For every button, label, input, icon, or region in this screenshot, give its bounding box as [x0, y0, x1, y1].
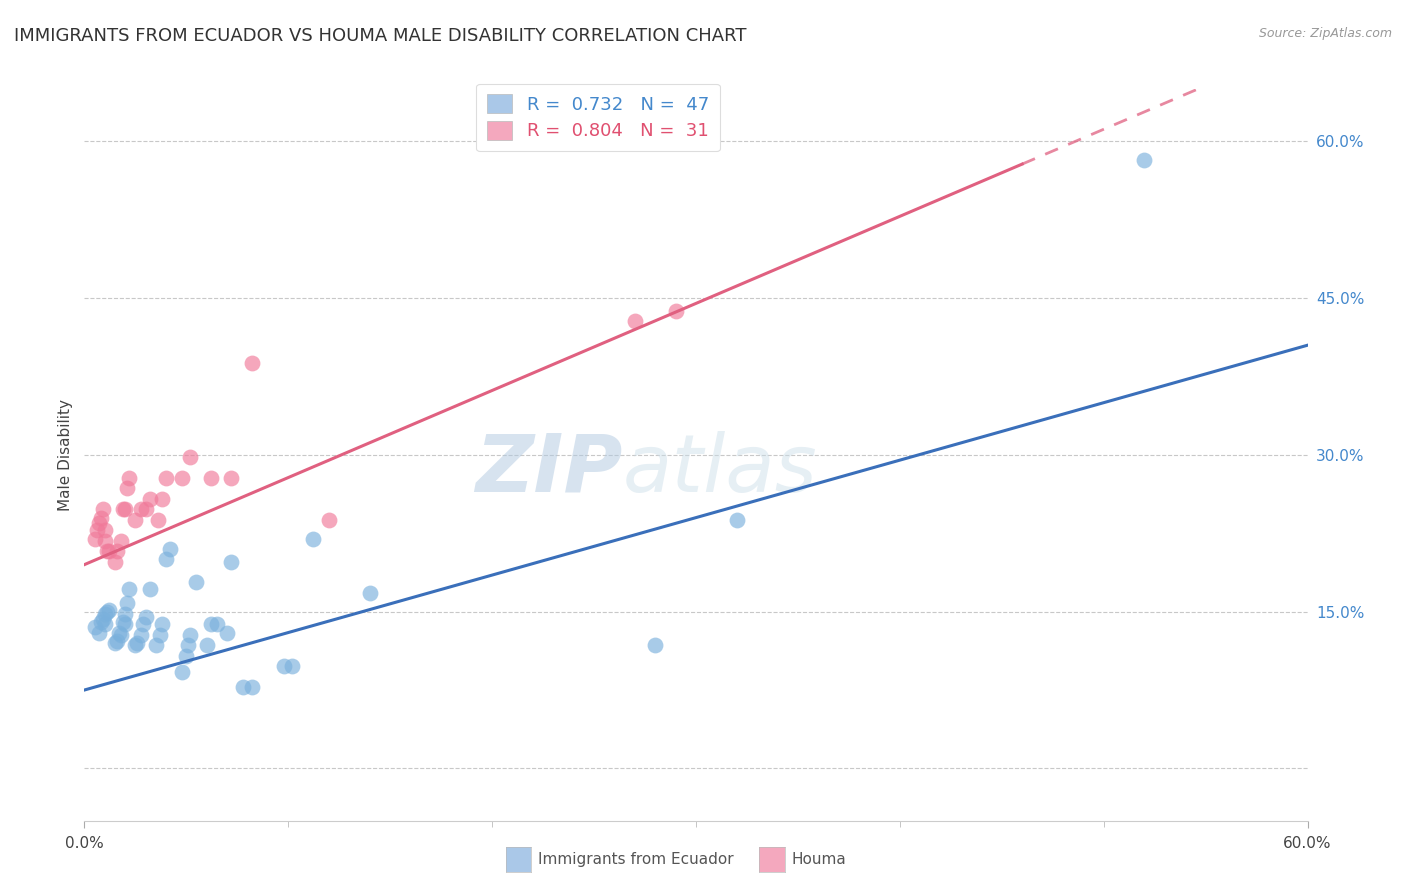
- Point: [159, 541, 181, 556]
- Point: [131, 627, 153, 641]
- Point: [127, 636, 149, 650]
- Point: [240, 356, 263, 370]
- Point: [172, 471, 194, 485]
- Point: [145, 638, 167, 652]
- Point: [115, 481, 138, 495]
- Text: ZIP: ZIP: [475, 431, 623, 508]
- Point: [132, 617, 155, 632]
- Point: [232, 680, 254, 694]
- Y-axis label: Male Disability: Male Disability: [58, 399, 73, 511]
- Point: [118, 582, 141, 596]
- Point: [124, 513, 146, 527]
- Point: [301, 532, 323, 546]
- Text: Immigrants from Ecuador: Immigrants from Ecuador: [538, 853, 734, 867]
- Point: [174, 648, 197, 663]
- Point: [112, 615, 135, 629]
- Point: [240, 680, 263, 694]
- Point: [205, 617, 228, 632]
- Point: [114, 617, 136, 632]
- Point: [150, 491, 173, 506]
- Point: [114, 607, 136, 621]
- Point: [155, 471, 177, 485]
- Text: Source: ZipAtlas.com: Source: ZipAtlas.com: [1258, 27, 1392, 40]
- Point: [200, 471, 222, 485]
- Point: [149, 627, 172, 641]
- Point: [93, 607, 115, 621]
- Point: [665, 303, 688, 318]
- Point: [97, 602, 120, 616]
- Point: [93, 533, 115, 548]
- Point: [110, 533, 132, 548]
- Point: [135, 610, 157, 624]
- Point: [96, 605, 118, 619]
- Point: [186, 575, 208, 590]
- Point: [124, 638, 146, 652]
- Point: [91, 612, 114, 626]
- Point: [195, 638, 218, 652]
- Text: atlas: atlas: [623, 431, 817, 508]
- Point: [725, 513, 748, 527]
- Point: [110, 627, 132, 641]
- Point: [217, 625, 239, 640]
- Point: [624, 314, 647, 328]
- Point: [273, 659, 295, 673]
- Point: [172, 665, 194, 680]
- Point: [114, 502, 136, 516]
- Point: [644, 638, 666, 652]
- Point: [146, 513, 169, 527]
- Point: [179, 450, 201, 464]
- Text: Houma: Houma: [792, 853, 846, 867]
- Point: [135, 502, 157, 516]
- Point: [105, 634, 128, 648]
- Point: [138, 491, 160, 506]
- Point: [318, 513, 340, 527]
- Point: [138, 582, 160, 596]
- Point: [359, 586, 381, 600]
- Point: [93, 617, 115, 632]
- Point: [104, 636, 127, 650]
- Point: [219, 554, 242, 568]
- Point: [200, 617, 222, 632]
- Point: [105, 544, 128, 558]
- Point: [115, 596, 138, 610]
- Point: [91, 502, 114, 516]
- Point: [83, 532, 105, 546]
- Point: [179, 627, 201, 641]
- Point: [93, 523, 115, 537]
- Text: IMMIGRANTS FROM ECUADOR VS HOUMA MALE DISABILITY CORRELATION CHART: IMMIGRANTS FROM ECUADOR VS HOUMA MALE DI…: [14, 27, 747, 45]
- Point: [281, 659, 304, 673]
- Point: [219, 471, 242, 485]
- Point: [97, 544, 120, 558]
- Point: [150, 617, 173, 632]
- Point: [131, 502, 153, 516]
- Point: [1133, 153, 1156, 168]
- Point: [108, 625, 131, 640]
- Point: [86, 523, 108, 537]
- Point: [87, 516, 110, 530]
- Point: [90, 615, 112, 629]
- Point: [90, 510, 112, 524]
- Point: [104, 554, 127, 568]
- Point: [177, 638, 200, 652]
- Point: [112, 502, 135, 516]
- Point: [96, 544, 118, 558]
- Point: [118, 471, 141, 485]
- Point: [83, 620, 105, 634]
- Point: [87, 625, 110, 640]
- Point: [155, 552, 177, 566]
- Legend: R =  0.732   N =  47, R =  0.804   N =  31: R = 0.732 N = 47, R = 0.804 N = 31: [477, 84, 720, 151]
